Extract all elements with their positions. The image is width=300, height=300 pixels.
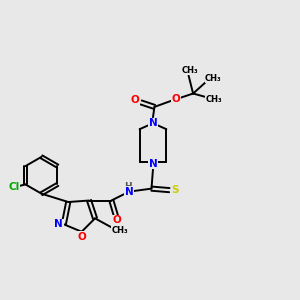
Text: CH₃: CH₃ <box>206 95 222 104</box>
Text: CH₃: CH₃ <box>205 74 222 82</box>
Text: O: O <box>131 95 140 105</box>
Text: N: N <box>54 219 63 229</box>
Text: Cl: Cl <box>8 182 19 193</box>
Text: O: O <box>77 232 86 242</box>
Text: N: N <box>148 159 157 169</box>
Text: H: H <box>124 182 131 191</box>
Text: O: O <box>172 94 181 103</box>
Text: S: S <box>172 185 179 195</box>
Text: N: N <box>148 118 157 128</box>
Text: N: N <box>125 187 134 196</box>
Text: CH₃: CH₃ <box>111 226 128 235</box>
Text: O: O <box>113 215 122 225</box>
Text: CH₃: CH₃ <box>181 66 198 75</box>
